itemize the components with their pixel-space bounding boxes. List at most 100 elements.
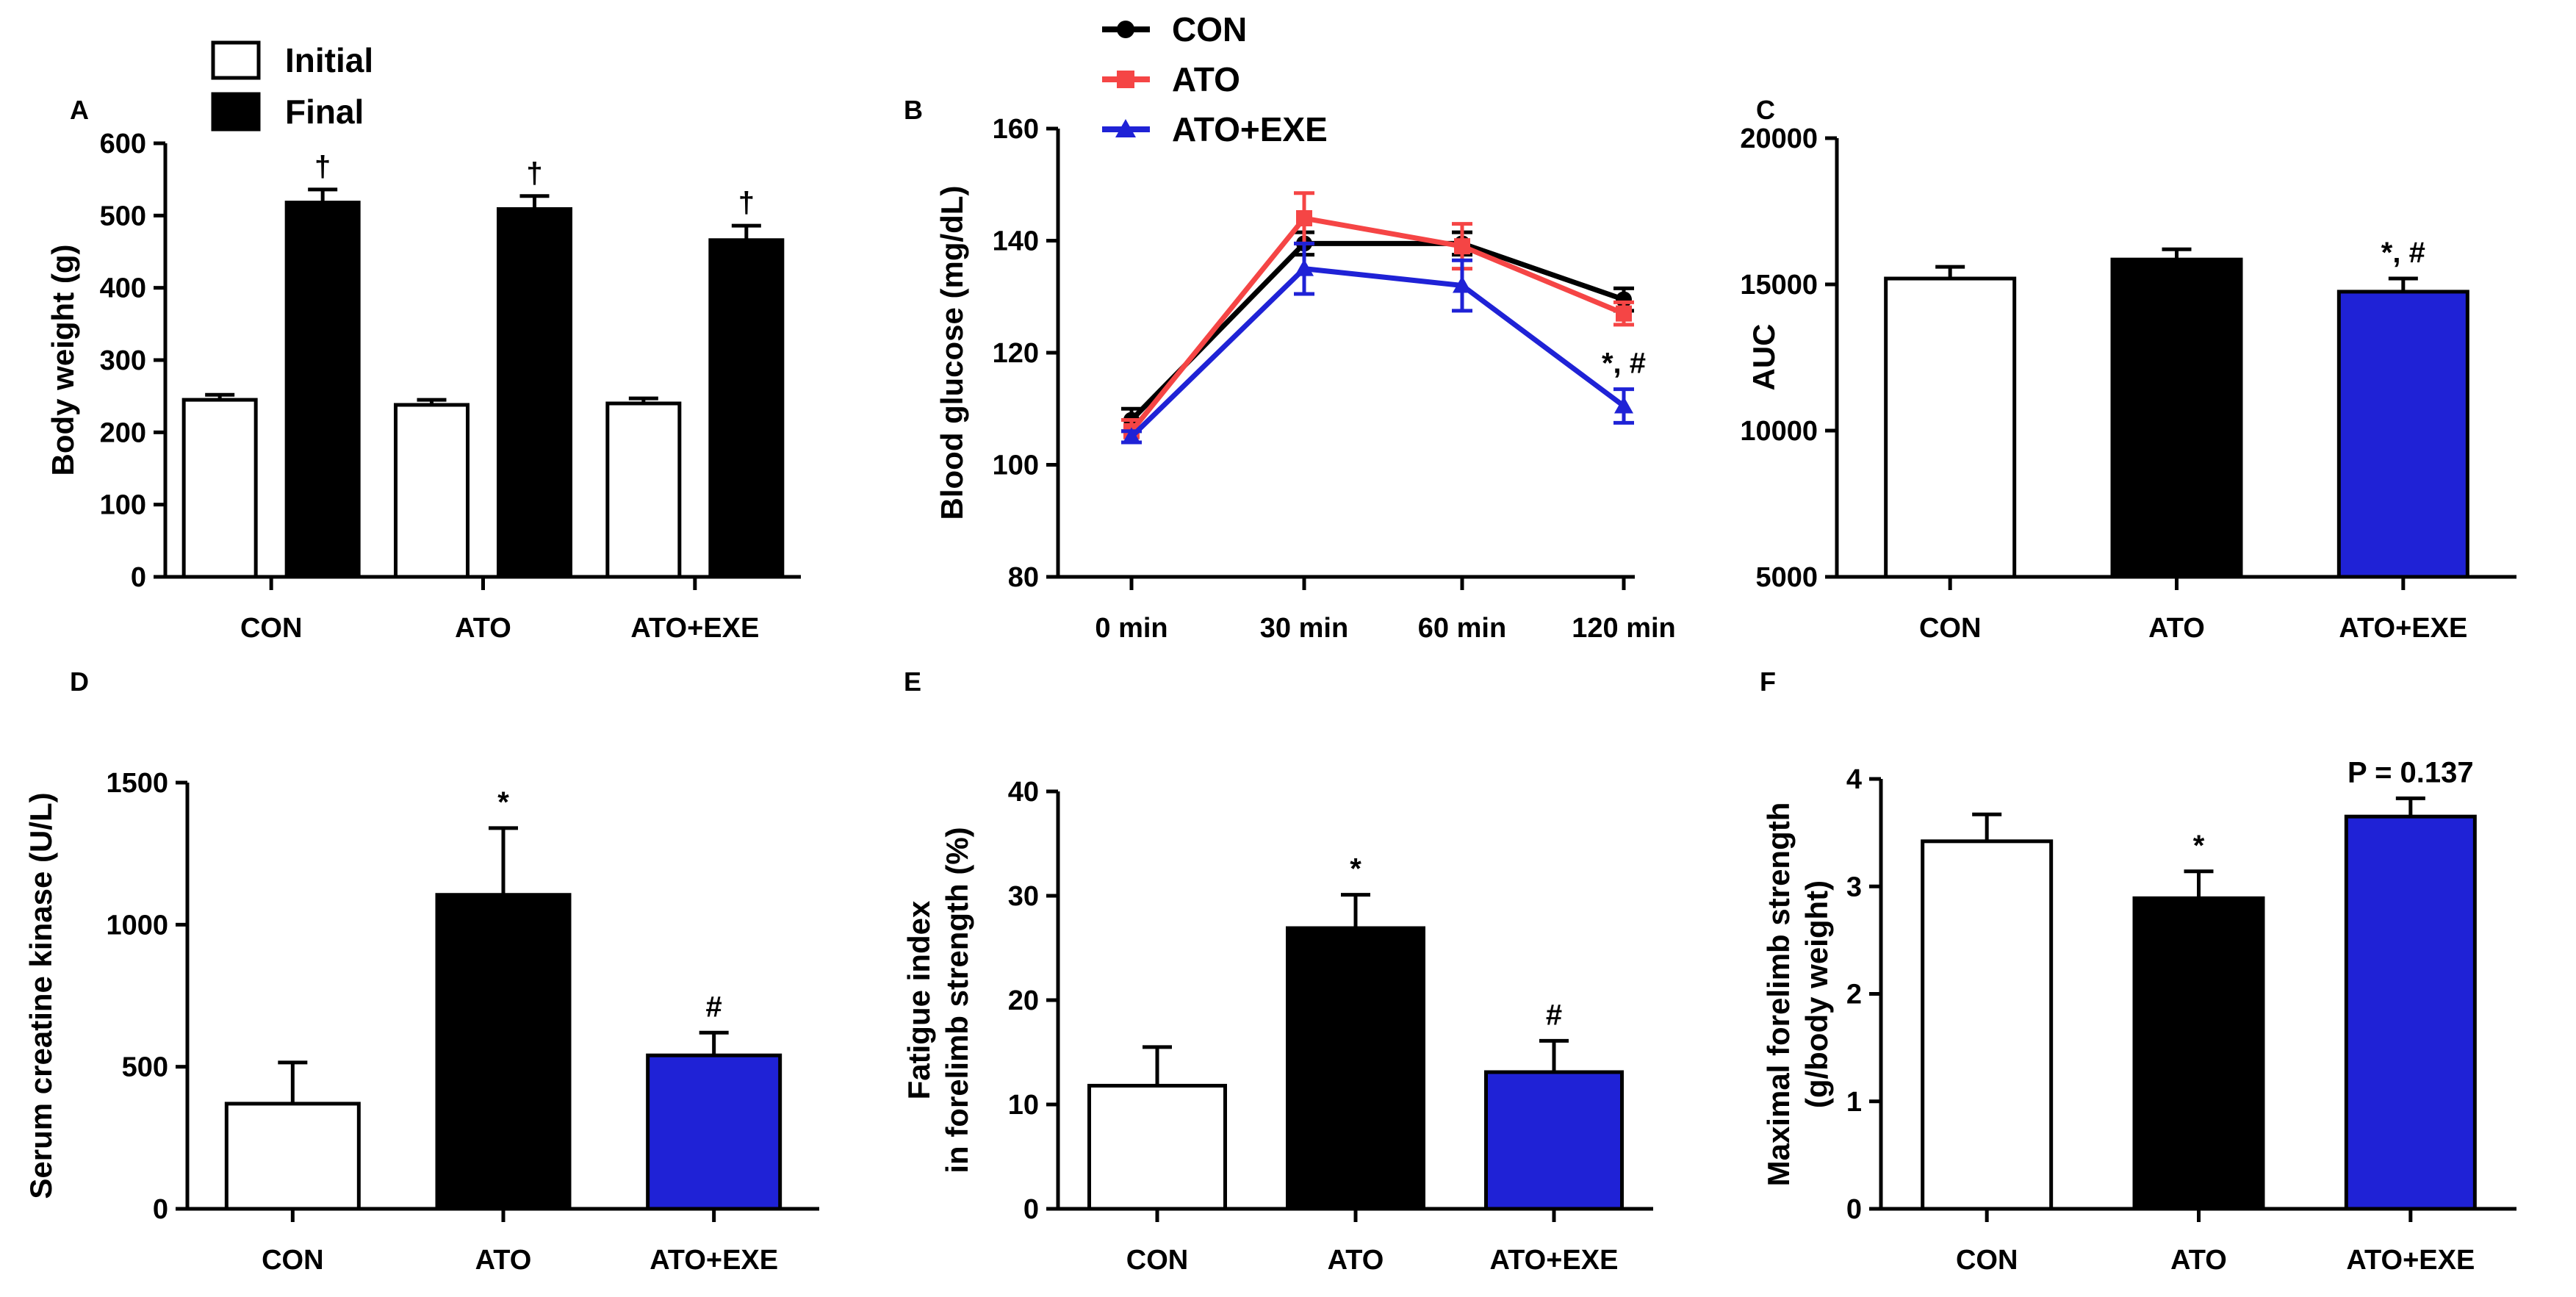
x-tick-label: ATO xyxy=(475,1245,532,1276)
y-axis-label: AUC xyxy=(1746,324,1781,391)
x-tick-label: ATO+EXE xyxy=(2346,1245,2475,1276)
bar xyxy=(394,403,469,579)
y-tick-label: 0 xyxy=(1846,1194,1862,1225)
significance-label: † xyxy=(526,157,542,190)
bar xyxy=(605,401,682,579)
legend-marker xyxy=(1117,71,1134,88)
y-tick-label: 140 xyxy=(993,226,1039,257)
significance-label: P = 0.137 xyxy=(2347,756,2474,788)
x-tick-label: 60 min xyxy=(1418,613,1506,644)
y-tick-label: 600 xyxy=(100,129,146,159)
legend-marker xyxy=(1117,21,1134,38)
legend-label: CON xyxy=(1172,10,1247,48)
bar xyxy=(2344,814,2477,1211)
panel-f: F 0 1 2 3 4 CON ATO ATO+EXE Maximal forelimb stre… xyxy=(1760,667,2516,1276)
legend-label: ATO xyxy=(1172,60,1240,98)
y-tick-label: 4 xyxy=(1846,764,1862,795)
x-tick-label: CON xyxy=(1919,613,1981,644)
significance-label: * xyxy=(2193,830,2205,862)
x-tick-label: 0 min xyxy=(1095,613,1168,644)
x-tick-label: ATO+EXE xyxy=(1490,1245,1619,1276)
panel-c: C 5000 10000 15000 20000 CON ATO ATO+EXE AUC *, # xyxy=(1740,95,2516,644)
y-tick-label: 5000 xyxy=(1755,562,1818,593)
y-tick-label: 400 xyxy=(100,273,146,304)
y-axis-label: Serum creatine kinase (U/L) xyxy=(24,792,58,1199)
y-tick-label: 0 xyxy=(131,562,146,593)
y-tick-label: 100 xyxy=(100,490,146,521)
legend-label: Initial xyxy=(285,41,373,79)
significance-label: # xyxy=(1546,999,1562,1031)
data-point xyxy=(1295,259,1314,276)
data-point xyxy=(1122,427,1141,445)
data-point xyxy=(1454,238,1470,255)
legend-label: ATO+EXE xyxy=(1172,110,1328,148)
panel-d: D 0 500 1000 1500 CON ATO ATO+EXE Serum creatine… xyxy=(24,667,819,1276)
bar xyxy=(1921,839,2054,1211)
bar xyxy=(2110,257,2243,579)
y-tick-label: 100 xyxy=(993,450,1039,481)
y-axis-label: (g/body weight) xyxy=(1799,880,1834,1108)
y-tick-label: 80 xyxy=(1008,562,1039,593)
y-axis-label: Maximal forelimb strength xyxy=(1761,802,1796,1187)
y-tick-label: 10 xyxy=(1008,1090,1039,1121)
y-tick-label: 20000 xyxy=(1740,123,1818,154)
panel-letter: F xyxy=(1760,667,1776,697)
bar xyxy=(284,201,361,579)
x-tick-label: ATO xyxy=(2148,613,2205,644)
y-tick-label: 300 xyxy=(100,345,146,376)
panel-letter: C xyxy=(1756,95,1775,125)
y-tick-label: 1 xyxy=(1846,1087,1862,1118)
panel-e: E 0 10 20 30 40 CON ATO ATO+EXE Fatigue index in f… xyxy=(902,667,1653,1276)
bar xyxy=(2132,896,2265,1211)
y-tick-label: 1500 xyxy=(106,768,168,799)
x-tick-label: ATO xyxy=(1328,1245,1384,1276)
x-tick-label: ATO+EXE xyxy=(2339,613,2467,644)
data-point xyxy=(1614,396,1633,414)
y-tick-label: 160 xyxy=(993,114,1039,145)
panel-b: B 80 100 120 140 160 0 min 30 min 60 min 120 min B… xyxy=(904,10,1676,644)
y-axis-label: in forelimb strength (%) xyxy=(940,827,974,1173)
data-point xyxy=(1616,305,1632,322)
significance-label: † xyxy=(738,187,755,219)
y-tick-label: 40 xyxy=(1008,777,1039,808)
y-tick-label: 0 xyxy=(1023,1194,1039,1225)
y-tick-label: 1000 xyxy=(106,910,168,941)
y-tick-label: 10000 xyxy=(1740,416,1818,447)
significance-label: † xyxy=(314,151,331,183)
bar xyxy=(708,238,785,579)
panel-letter: A xyxy=(70,95,89,125)
x-tick-label: ATO xyxy=(2170,1245,2227,1276)
bar xyxy=(497,206,572,579)
y-tick-label: 3 xyxy=(1846,872,1862,902)
significance-label: # xyxy=(706,991,722,1023)
bar xyxy=(181,398,258,579)
y-tick-label: 20 xyxy=(1008,985,1039,1016)
x-tick-label: 120 min xyxy=(1572,613,1676,644)
bar xyxy=(1884,276,2017,579)
y-tick-label: 500 xyxy=(100,201,146,231)
bar xyxy=(646,1053,782,1211)
bar xyxy=(224,1102,361,1211)
y-tick-label: 500 xyxy=(122,1052,168,1083)
y-tick-label: 15000 xyxy=(1740,270,1818,301)
significance-label: *, # xyxy=(2381,237,2425,269)
significance-label: *, # xyxy=(1602,348,1646,380)
panel-letter: E xyxy=(904,667,921,697)
x-tick-label: ATO+EXE xyxy=(650,1245,778,1276)
panel-letter: B xyxy=(904,95,923,125)
y-axis-label: Fatigue index xyxy=(902,900,936,1099)
y-tick-label: 200 xyxy=(100,417,146,448)
bar xyxy=(1087,1083,1227,1211)
x-tick-label: ATO+EXE xyxy=(630,613,759,644)
y-axis-label: Body weight (g) xyxy=(46,245,80,476)
panel-a: A 0 100 200 300 400 500 600 CON ATO ATO+EXE Body we… xyxy=(46,40,801,644)
significance-label: * xyxy=(1350,853,1361,885)
series-line xyxy=(1129,215,1625,433)
y-tick-label: 0 xyxy=(153,1194,168,1225)
series-line xyxy=(1129,240,1625,422)
bar xyxy=(435,893,572,1211)
x-tick-label: 30 min xyxy=(1260,613,1348,644)
y-tick-label: 120 xyxy=(993,338,1039,369)
y-tick-label: 30 xyxy=(1008,881,1039,912)
